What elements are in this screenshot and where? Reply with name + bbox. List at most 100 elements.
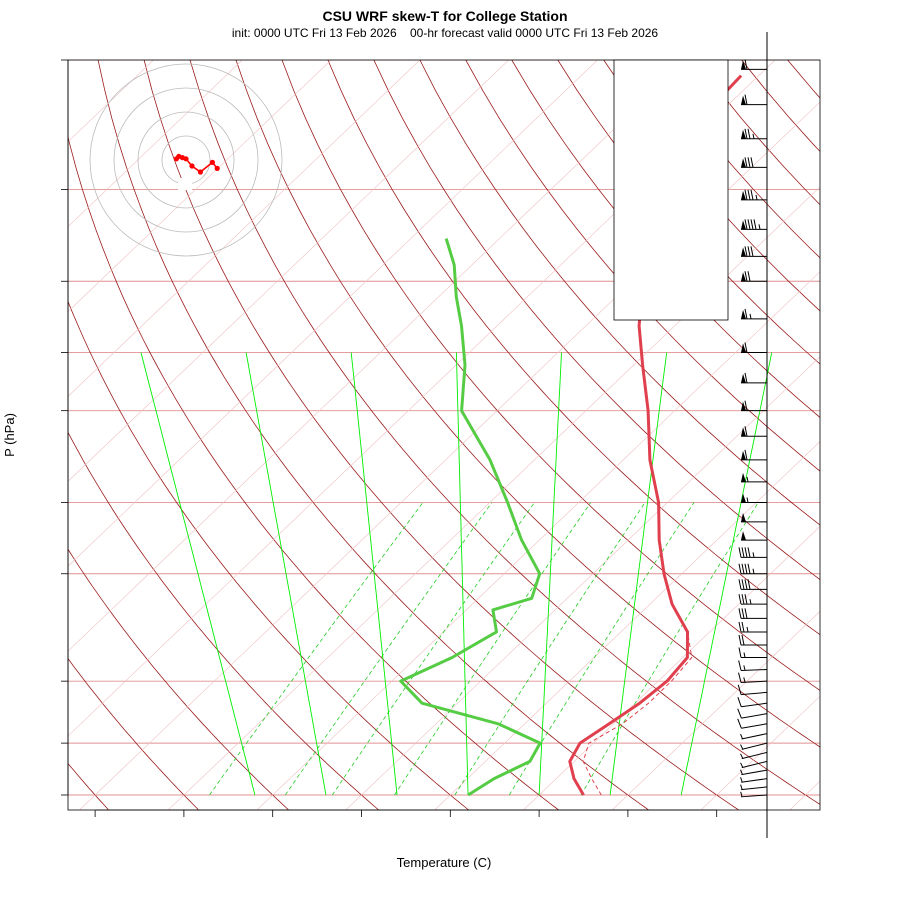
wind-barb-feather (750, 189, 754, 200)
wind-barb-flag (741, 493, 746, 503)
wind-barb-feather (747, 219, 751, 230)
wind-barb-feather (738, 594, 742, 605)
wind-barb-shaft (741, 733, 768, 740)
isotherm-line (167, 186, 820, 810)
wind-barb-feather (741, 547, 745, 558)
wind-barb-feather (744, 271, 748, 282)
wind-barb-shaft (740, 669, 768, 671)
isotherm-line (68, 60, 510, 482)
hodograph-point (189, 163, 195, 169)
wind-barb-shaft (741, 778, 768, 783)
moist-adiabat (350, 352, 398, 796)
wind-barb-flag (741, 247, 746, 257)
wind-barb-feather (741, 594, 745, 605)
wind-barb-feather (747, 563, 751, 574)
dry-adiabat (741, 60, 820, 153)
wind-barb-half-feather (740, 733, 744, 739)
wind-barb-feather (753, 219, 757, 230)
wind-barb-feather (744, 59, 748, 70)
wind-barb-feather (741, 608, 745, 619)
wind-barb-flag (741, 427, 746, 437)
dewpoint-line (399, 238, 542, 797)
x-axis (94, 809, 718, 817)
wind-barb-flag (741, 190, 746, 200)
hodograph-ring (89, 63, 283, 257)
wind-barb-half-feather (758, 224, 761, 230)
dry-adiabat (880, 60, 900, 811)
wind-barb-half-feather (746, 497, 749, 503)
wind-barb-feather (738, 672, 742, 683)
background-grid (68, 44, 900, 811)
wind-barb-half-feather (752, 552, 755, 558)
wind-barb-half-feather (740, 777, 743, 783)
wind-barb-half-feather (740, 753, 744, 759)
wind-barb-half-feather (752, 133, 755, 139)
wind-barb-feather (750, 246, 754, 257)
isotherm-line (434, 441, 820, 810)
wind-barb-feather (744, 563, 748, 574)
wind-barb-shaft (741, 680, 768, 684)
isotherm-line (68, 60, 687, 652)
dry-adiabat (97, 60, 650, 810)
wind-barb-half-feather (740, 791, 743, 797)
info-box (613, 59, 729, 321)
hodograph-point (197, 169, 203, 175)
wind-barb-feather (741, 621, 745, 633)
hodograph-point (183, 156, 189, 162)
wind-barb-feather (744, 94, 748, 105)
mixing-ratio-line (209, 502, 424, 796)
wind-barb-feather (737, 684, 742, 695)
mixing-ratio-line (454, 502, 646, 796)
x-axis-title: Temperature (C) (397, 855, 492, 870)
wind-barb-flag (741, 272, 746, 282)
moist-adiabat (455, 352, 469, 796)
isotherm-line (68, 60, 421, 397)
wind-barb-half-feather (746, 476, 749, 483)
wind-barb-feather (744, 547, 748, 558)
dry-adiabat (327, 60, 820, 636)
info-panel (613, 59, 729, 321)
wind-barb-shaft (741, 786, 768, 791)
wind-barb-flag (741, 401, 746, 411)
isotherm-line (256, 271, 820, 810)
chart-subtitle: init: 0000 UTC Fri 13 Feb 2026 00-hr for… (232, 26, 659, 40)
isotherm-line (68, 60, 154, 143)
wind-barb-feather (744, 449, 748, 460)
dry-adiabat (235, 60, 820, 748)
wind-barb-flag (741, 531, 746, 541)
wind-barb-half-feather (749, 313, 752, 319)
wind-barb-flag (741, 373, 746, 383)
wind-barb-half-feather (743, 652, 746, 658)
wind-barb-feather (738, 647, 742, 658)
wind-barb-half-feather (740, 784, 743, 790)
isotherm-line (68, 60, 598, 567)
wind-barb-feather (747, 189, 751, 200)
wind-barb-feather (750, 157, 754, 168)
isotherm-line (789, 780, 820, 810)
wind-barb-feather (738, 579, 742, 590)
wind-barb-shaft (741, 751, 768, 760)
dry-adiabat (373, 60, 820, 581)
wind-barb-feather (741, 579, 745, 590)
isotherm-line (78, 101, 820, 810)
wind-barb-feather (744, 189, 748, 200)
wind-barb-half-feather (755, 194, 758, 200)
wind-barb-half-feather (743, 665, 746, 671)
mixing-ratio-line (580, 502, 759, 796)
wind-barb-half-feather (740, 762, 744, 768)
wind-barb-feather (750, 219, 754, 230)
y-axis (61, 59, 69, 796)
wind-barb-flag (741, 512, 746, 522)
wind-barb-feather (747, 157, 751, 168)
wind-barb-feather (738, 660, 742, 671)
y-axis-title: P (hPa) (2, 413, 17, 457)
wind-barb-feather (747, 246, 751, 257)
wind-barb-feather (737, 718, 742, 729)
wind-barb-feather (747, 128, 751, 139)
wind-barb-feather (744, 372, 748, 384)
wind-barb-feather (744, 246, 748, 257)
wind-barb-half-feather (743, 677, 746, 683)
wind-barb-feather (744, 308, 748, 319)
isotherm-line (878, 44, 900, 811)
wind-barb-feather (738, 563, 742, 574)
